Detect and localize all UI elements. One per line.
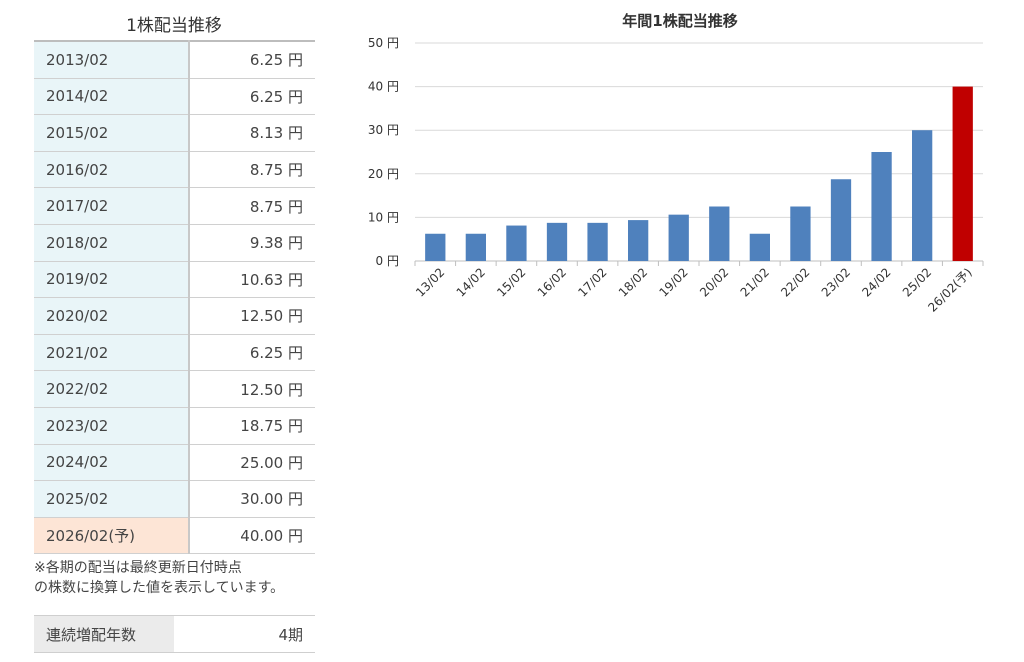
dividend-value-cell: 12.50 円	[189, 370, 315, 408]
table-row: 2024/02 25.00 円	[34, 444, 315, 482]
period-cell: 2016/02	[34, 151, 190, 189]
dividend-value-cell: 8.75 円	[189, 187, 315, 225]
y-tick-label: 0 円	[376, 254, 399, 268]
x-tick-label: 18/02	[616, 265, 650, 299]
bar	[628, 220, 649, 261]
dividend-value-cell: 25.00 円	[189, 444, 315, 482]
period-cell: 2022/02	[34, 370, 190, 408]
period-cell: 2020/02	[34, 297, 190, 335]
bar	[425, 233, 446, 261]
period-cell: 2025/02	[34, 480, 190, 518]
period-cell: 2014/02	[34, 78, 190, 116]
bar	[465, 233, 486, 261]
bar	[749, 233, 770, 261]
table-row: 2023/02 18.75 円	[34, 407, 315, 445]
x-tick-label: 23/02	[819, 265, 853, 299]
y-tick-label: 50 円	[368, 36, 399, 50]
dividend-value-cell: 8.13 円	[189, 114, 315, 152]
bar	[506, 225, 527, 261]
x-tick-label: 19/02	[656, 265, 690, 299]
streak-value: 4期	[174, 615, 315, 654]
dividend-value-cell: 10.63 円	[189, 261, 315, 299]
period-cell: 2013/02	[34, 39, 190, 79]
table-row: 2018/02 9.38 円	[34, 224, 315, 262]
x-tick-label: 26/02(予)	[925, 265, 974, 314]
period-cell: 2026/02(予)	[34, 517, 190, 555]
x-tick-label: 24/02	[859, 265, 893, 299]
dividend-value-cell: 9.38 円	[189, 224, 315, 262]
streak-row: 連続増配年数 4期	[34, 615, 315, 654]
table-title: 1株配当推移	[126, 16, 222, 36]
table-row: 2013/02 6.25 円	[34, 39, 315, 79]
table-row: 2022/02 12.50 円	[34, 370, 315, 408]
x-tick-label: 22/02	[778, 265, 812, 299]
bar	[668, 214, 689, 261]
period-cell: 2024/02	[34, 444, 190, 482]
period-cell: 2021/02	[34, 334, 190, 372]
bar	[952, 86, 973, 261]
y-tick-label: 30 円	[368, 123, 399, 137]
table-row: 2021/02 6.25 円	[34, 334, 315, 372]
y-tick-label: 40 円	[368, 80, 399, 94]
dividend-table-panel: 1株配当推移 2013/02 6.25 円 2014/02 6.25 円 2015/02…	[34, 8, 315, 654]
chart-svg: 0 円 10 円 20 円 30 円 40 円 50 円 13/02 14/02 15/02 16…	[368, 36, 984, 315]
dividend-value-cell: 30.00 円	[189, 480, 315, 518]
bar	[871, 152, 892, 261]
x-tick-label: 21/02	[738, 265, 772, 299]
period-cell: 2015/02	[34, 114, 190, 152]
dividend-value-cell: 8.75 円	[189, 151, 315, 189]
period-cell: 2018/02	[34, 224, 190, 262]
table-row: 2017/02 8.75 円	[34, 187, 315, 225]
dividend-value-cell: 40.00 円	[189, 517, 315, 555]
streak-label: 連続増配年数	[34, 615, 174, 654]
x-tick-label: 13/02	[413, 265, 447, 299]
table-row: 2026/02(予) 40.00 円	[34, 517, 315, 555]
table-row: 2020/02 12.50 円	[34, 297, 315, 335]
x-tick-label: 15/02	[494, 265, 528, 299]
y-tick-label: 10 円	[368, 210, 399, 224]
table-row: 2016/02 8.75 円	[34, 151, 315, 189]
dividend-value-cell: 6.25 円	[189, 334, 315, 372]
bar	[790, 206, 811, 261]
y-tick-label: 20 円	[368, 167, 399, 181]
x-tick-label: 17/02	[575, 265, 609, 299]
x-tick-label: 25/02	[900, 265, 934, 299]
table-row: 2015/02 8.13 円	[34, 114, 315, 152]
chart-title: 年間1株配当推移	[622, 12, 738, 30]
table-row: 2014/02 6.25 円	[34, 78, 315, 116]
bar	[912, 130, 933, 261]
table-row: 2025/02 30.00 円	[34, 480, 315, 518]
streak-table: 連続増配年数 4期	[34, 615, 315, 654]
bar	[830, 179, 852, 261]
dividend-chart: 年間1株配当推移 0 円 10 円 20 円 30 円 40 円 50 円 13/02 14/…	[350, 0, 1010, 360]
dividend-value-cell: 6.25 円	[189, 39, 315, 79]
bar	[546, 222, 568, 261]
bar	[587, 222, 608, 261]
bar	[709, 206, 730, 261]
dividend-value-cell: 6.25 円	[189, 78, 315, 116]
x-tick-label: 20/02	[697, 265, 731, 299]
table-row: 2019/02 10.63 円	[34, 261, 315, 299]
note: ※各期の配当は最終更新日付時点 の株数に換算した値を表示しています。	[34, 558, 314, 598]
dividend-value-cell: 12.50 円	[189, 297, 315, 335]
x-tick-label: 16/02	[535, 265, 569, 299]
note-line-2: の株数に換算した値を表示しています。	[34, 580, 285, 597]
period-cell: 2019/02	[34, 261, 190, 299]
period-cell: 2017/02	[34, 187, 190, 225]
note-line-1: ※各期の配当は最終更新日付時点	[34, 560, 242, 577]
dividend-value-cell: 18.75 円	[189, 407, 315, 445]
period-cell: 2023/02	[34, 407, 190, 445]
x-tick-label: 14/02	[454, 265, 488, 299]
